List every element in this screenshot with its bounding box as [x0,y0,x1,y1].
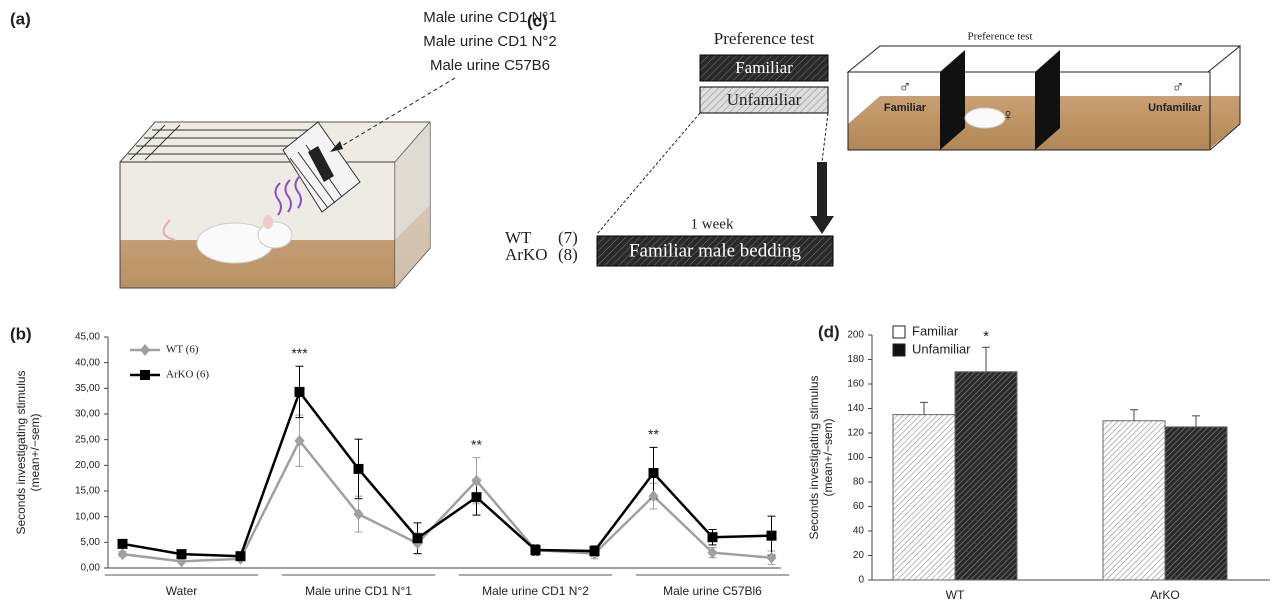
y-tick-label: 25,00 [75,434,100,445]
sex-symbol: ♀ [1002,105,1015,124]
housing-label: Familiar male bedding [629,240,802,261]
option-label: Familiar [735,58,793,77]
y-tick-label: 0,00 [81,563,101,574]
y-tick-label: 80 [853,477,865,488]
legend-swatch [893,326,905,338]
stimulus-label: Male urine CD1 N°2 [423,33,557,50]
marker [118,539,128,549]
marker [236,551,246,561]
test-title: Preference test [714,29,815,48]
legend-label: WT (6) [166,344,199,356]
legend-marker [140,344,150,356]
y-axis-label: Seconds investigating stimulus [14,370,28,534]
significance: ** [471,436,482,452]
y-tick-label: 10,00 [75,511,100,522]
y-tick-label: 100 [847,452,864,463]
marker [531,545,541,555]
marker [413,533,423,543]
x-tick-label: Water [166,584,198,598]
bar [955,372,1017,580]
marker [767,531,777,541]
group-n: (8) [558,245,578,264]
chamber-label: Familiar [884,102,927,114]
legend-label: Unfamiliar [912,341,971,356]
legend-marker [140,370,150,380]
legend-label: ArKO (6) [166,369,209,381]
x-tick-label: WT [946,588,965,602]
y-tick-label: 180 [847,354,864,365]
y-tick-label: 20,00 [75,460,100,471]
y-tick-label: 30,00 [75,409,100,420]
apparatus-title: Preference test [967,31,1032,43]
bar [1165,427,1227,580]
marker [649,468,659,478]
y-tick-label: 160 [847,379,864,390]
y-tick-label: 40,00 [75,357,100,368]
marker [295,387,305,397]
y-tick-label: 20 [853,550,865,561]
y-tick-label: 5,00 [81,537,101,548]
y-tick-label: 15,00 [75,486,100,497]
chamber-label: Unfamiliar [1148,102,1203,114]
panel-label: (c) [527,11,548,30]
marker [472,492,482,502]
sex-symbol: ♂ [899,77,912,96]
duration: 1 week [691,216,734,232]
panel-label: (d) [818,322,840,341]
arrow [810,216,834,234]
sex-symbol: ♂ [1172,77,1185,96]
series-line [123,441,772,562]
y-tick-label: 140 [847,403,864,414]
y-tick-label: 45,00 [75,332,100,343]
x-tick-label: Male urine C57Bl6 [663,584,762,598]
option-label: Unfamiliar [727,90,802,109]
bar [893,415,955,580]
marker [177,549,187,559]
x-tick-label: Male urine CD1 N°2 [482,584,589,598]
stimulus-label: Male urine C57B6 [430,57,550,74]
y-tick-label: 120 [847,428,864,439]
marker [118,548,128,560]
marker [708,532,718,542]
significance: * [983,328,989,345]
arrow [817,162,827,218]
legend-label: Familiar [912,323,959,338]
y-tick-label: 35,00 [75,383,100,394]
significance: *** [291,345,308,361]
y-tick-label: 60 [853,501,865,512]
marker [354,464,364,474]
apparatus [848,46,1240,150]
marker [590,546,600,556]
significance: ** [648,426,659,442]
series-line [123,392,772,556]
y-tick-label: 40 [853,526,865,537]
y-tick-label: 0 [858,575,864,586]
y-axis-label: (mean+/−sem) [821,418,835,496]
x-tick-label: ArKO [1150,588,1179,602]
x-tick-label: Male urine CD1 N°1 [305,584,412,598]
group-name: ArKO [505,245,548,264]
y-axis-label: (mean+/−sem) [28,413,42,491]
y-axis-label: Seconds investigating stimulus [807,375,821,539]
bar [1103,421,1165,580]
panel-label: (b) [10,324,32,343]
figure: (a) Male urine CD1 N°1 Male urine CD1 N°… [0,0,1274,606]
cage-drawing [120,78,455,288]
panel-label: (a) [10,9,31,28]
legend-swatch [893,344,905,356]
marker [767,552,777,564]
y-tick-label: 200 [847,330,864,341]
